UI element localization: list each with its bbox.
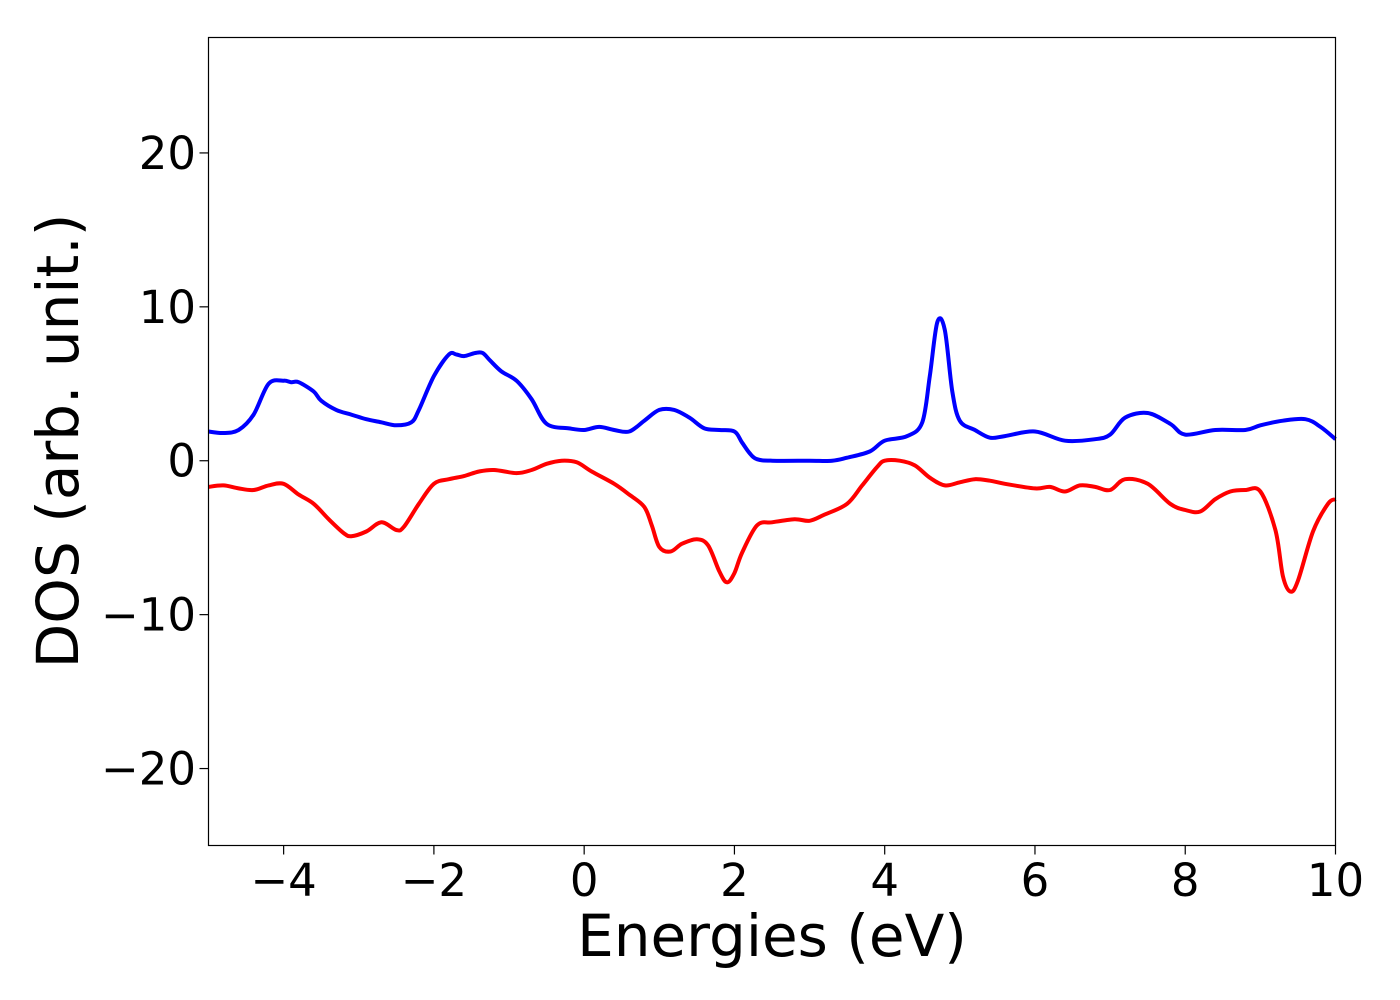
x-axis-ticks: −4 −2 0 2 4 6 8 10 [250, 845, 1364, 907]
x-tick-label: 10 [1307, 854, 1364, 907]
x-tick-label: 6 [1021, 854, 1050, 907]
x-tick-label: −4 [250, 854, 316, 907]
y-tick-label: −20 [101, 743, 196, 796]
y-axis-title: DOS (arb. unit.) [24, 214, 92, 669]
series-layer [208, 316, 1337, 594]
series-line-1 [208, 316, 1337, 463]
x-tick-label: 4 [870, 854, 899, 907]
x-tick-label: 2 [720, 854, 749, 907]
series-line-2 [208, 458, 1337, 594]
y-tick-label: 0 [167, 435, 196, 488]
x-tick-label: 0 [570, 854, 599, 907]
y-tick-label: 20 [139, 127, 196, 180]
y-tick-label: −10 [101, 589, 196, 642]
x-tick-label: −2 [401, 854, 467, 907]
x-tick-label: 8 [1171, 854, 1200, 907]
plot-area-frame [207, 36, 1337, 847]
y-tick-label: 10 [139, 281, 196, 334]
y-axis-ticks: −20 −10 0 10 20 [101, 127, 209, 796]
x-axis-title: Energies (eV) [577, 902, 967, 970]
